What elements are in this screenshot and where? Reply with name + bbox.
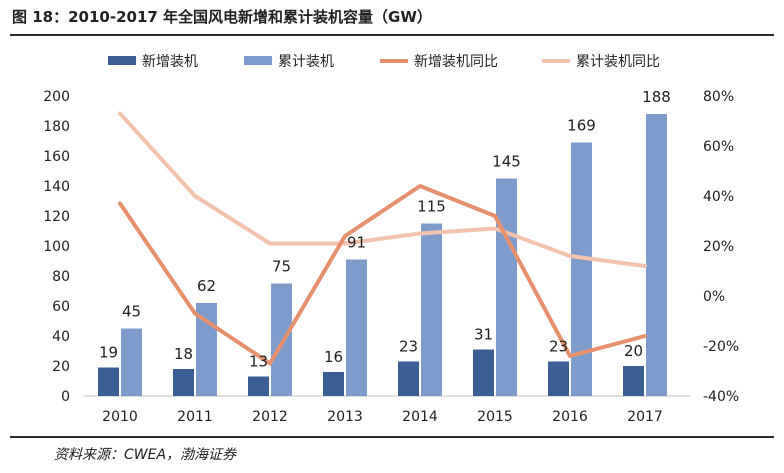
bar bbox=[646, 114, 667, 396]
y-right-tick-label: 80% bbox=[703, 89, 734, 105]
y-right-tick-label: 20% bbox=[703, 239, 734, 255]
legend-label: 累计装机 bbox=[278, 54, 334, 70]
x-tick-label: 2011 bbox=[177, 409, 213, 425]
x-tick-label: 2015 bbox=[477, 409, 513, 425]
y-left-tick-label: 20 bbox=[52, 359, 70, 375]
y-left-tick-label: 120 bbox=[43, 209, 70, 225]
y-axis-left: 0 20 40 60 80 100 120 140 160 180 200 bbox=[43, 89, 70, 405]
bar bbox=[323, 372, 344, 396]
bar bbox=[421, 223, 442, 396]
x-tick-label: 2017 bbox=[627, 409, 663, 425]
y-left-tick-label: 160 bbox=[43, 149, 70, 165]
bar-data-label: 31 bbox=[474, 326, 493, 344]
y-left-tick-label: 80 bbox=[52, 269, 70, 285]
bar bbox=[623, 366, 644, 396]
bar-data-label: 18 bbox=[174, 345, 193, 363]
y-right-tick-label: 40% bbox=[703, 189, 734, 205]
bar bbox=[98, 367, 119, 396]
bar bbox=[346, 259, 367, 396]
y-left-tick-label: 60 bbox=[52, 299, 70, 315]
y-left-tick-label: 100 bbox=[43, 239, 70, 255]
y-axis-right: -40% -20% 0% 20% 40% 60% 80% bbox=[703, 89, 739, 405]
bar-data-label: 19 bbox=[99, 344, 118, 362]
page-title: 图 18：2010-2017 年全国风电新增和累计装机容量（GW） bbox=[12, 8, 432, 26]
source-note: 资料来源：CWEA，渤海证券 bbox=[54, 447, 237, 463]
y-left-tick-label: 200 bbox=[43, 89, 70, 105]
bar bbox=[496, 178, 517, 396]
bar-data-label: 62 bbox=[197, 277, 216, 295]
bar-data-label: 188 bbox=[642, 88, 671, 106]
bar-data-label: 75 bbox=[272, 258, 291, 276]
legend-label: 累计装机同比 bbox=[576, 54, 660, 70]
bar-data-label: 91 bbox=[347, 234, 366, 252]
x-axis: 2010 2011 2012 2013 2014 2015 2016 2017 bbox=[84, 395, 690, 425]
bar-data-label: 13 bbox=[249, 353, 268, 371]
bar-data-label: 16 bbox=[324, 348, 343, 366]
bar bbox=[271, 283, 292, 396]
bar-data-label: 145 bbox=[492, 153, 521, 171]
x-tick-label: 2013 bbox=[327, 409, 363, 425]
bar bbox=[398, 361, 419, 396]
legend-swatch bbox=[244, 56, 272, 65]
bar-data-label: 115 bbox=[417, 198, 446, 216]
bar bbox=[121, 328, 142, 396]
chart-legend: 新增装机 累计装机 新增装机同比 累计装机同比 bbox=[108, 54, 660, 70]
data-labels: 19 18 13 16 23 31 23 20 45 62 75 91 115 145 169 188 bbox=[99, 88, 671, 371]
bar bbox=[571, 142, 592, 396]
line-series bbox=[118, 111, 647, 366]
y-right-tick-label: -20% bbox=[703, 339, 739, 355]
y-right-tick-label: 60% bbox=[703, 139, 734, 155]
bar-series bbox=[98, 114, 667, 396]
series-line bbox=[118, 184, 647, 366]
y-right-tick-label: 0% bbox=[703, 289, 725, 305]
bar-data-label: 23 bbox=[549, 338, 568, 356]
bar-data-label: 23 bbox=[399, 338, 418, 356]
x-tick-label: 2012 bbox=[252, 409, 288, 425]
top-divider bbox=[10, 34, 774, 36]
legend-swatch bbox=[108, 56, 136, 65]
bar-data-label: 45 bbox=[122, 303, 141, 321]
y-left-tick-label: 40 bbox=[52, 329, 70, 345]
bar-data-label: 20 bbox=[624, 342, 643, 360]
x-tick-label: 2014 bbox=[402, 409, 438, 425]
series-line bbox=[118, 111, 647, 268]
y-left-tick-label: 140 bbox=[43, 179, 70, 195]
y-left-tick-label: 180 bbox=[43, 119, 70, 135]
x-tick-label: 2016 bbox=[552, 409, 588, 425]
bar bbox=[248, 376, 269, 396]
bar bbox=[173, 369, 194, 396]
y-right-tick-label: -40% bbox=[703, 389, 739, 405]
bar-data-label: 169 bbox=[567, 117, 596, 135]
y-left-tick-label: 0 bbox=[61, 389, 70, 405]
bottom-divider bbox=[10, 436, 774, 438]
bar bbox=[473, 349, 494, 396]
legend-label: 新增装机同比 bbox=[414, 54, 498, 70]
bar bbox=[548, 361, 569, 396]
legend-label: 新增装机 bbox=[142, 54, 198, 70]
x-tick-label: 2010 bbox=[102, 409, 138, 425]
